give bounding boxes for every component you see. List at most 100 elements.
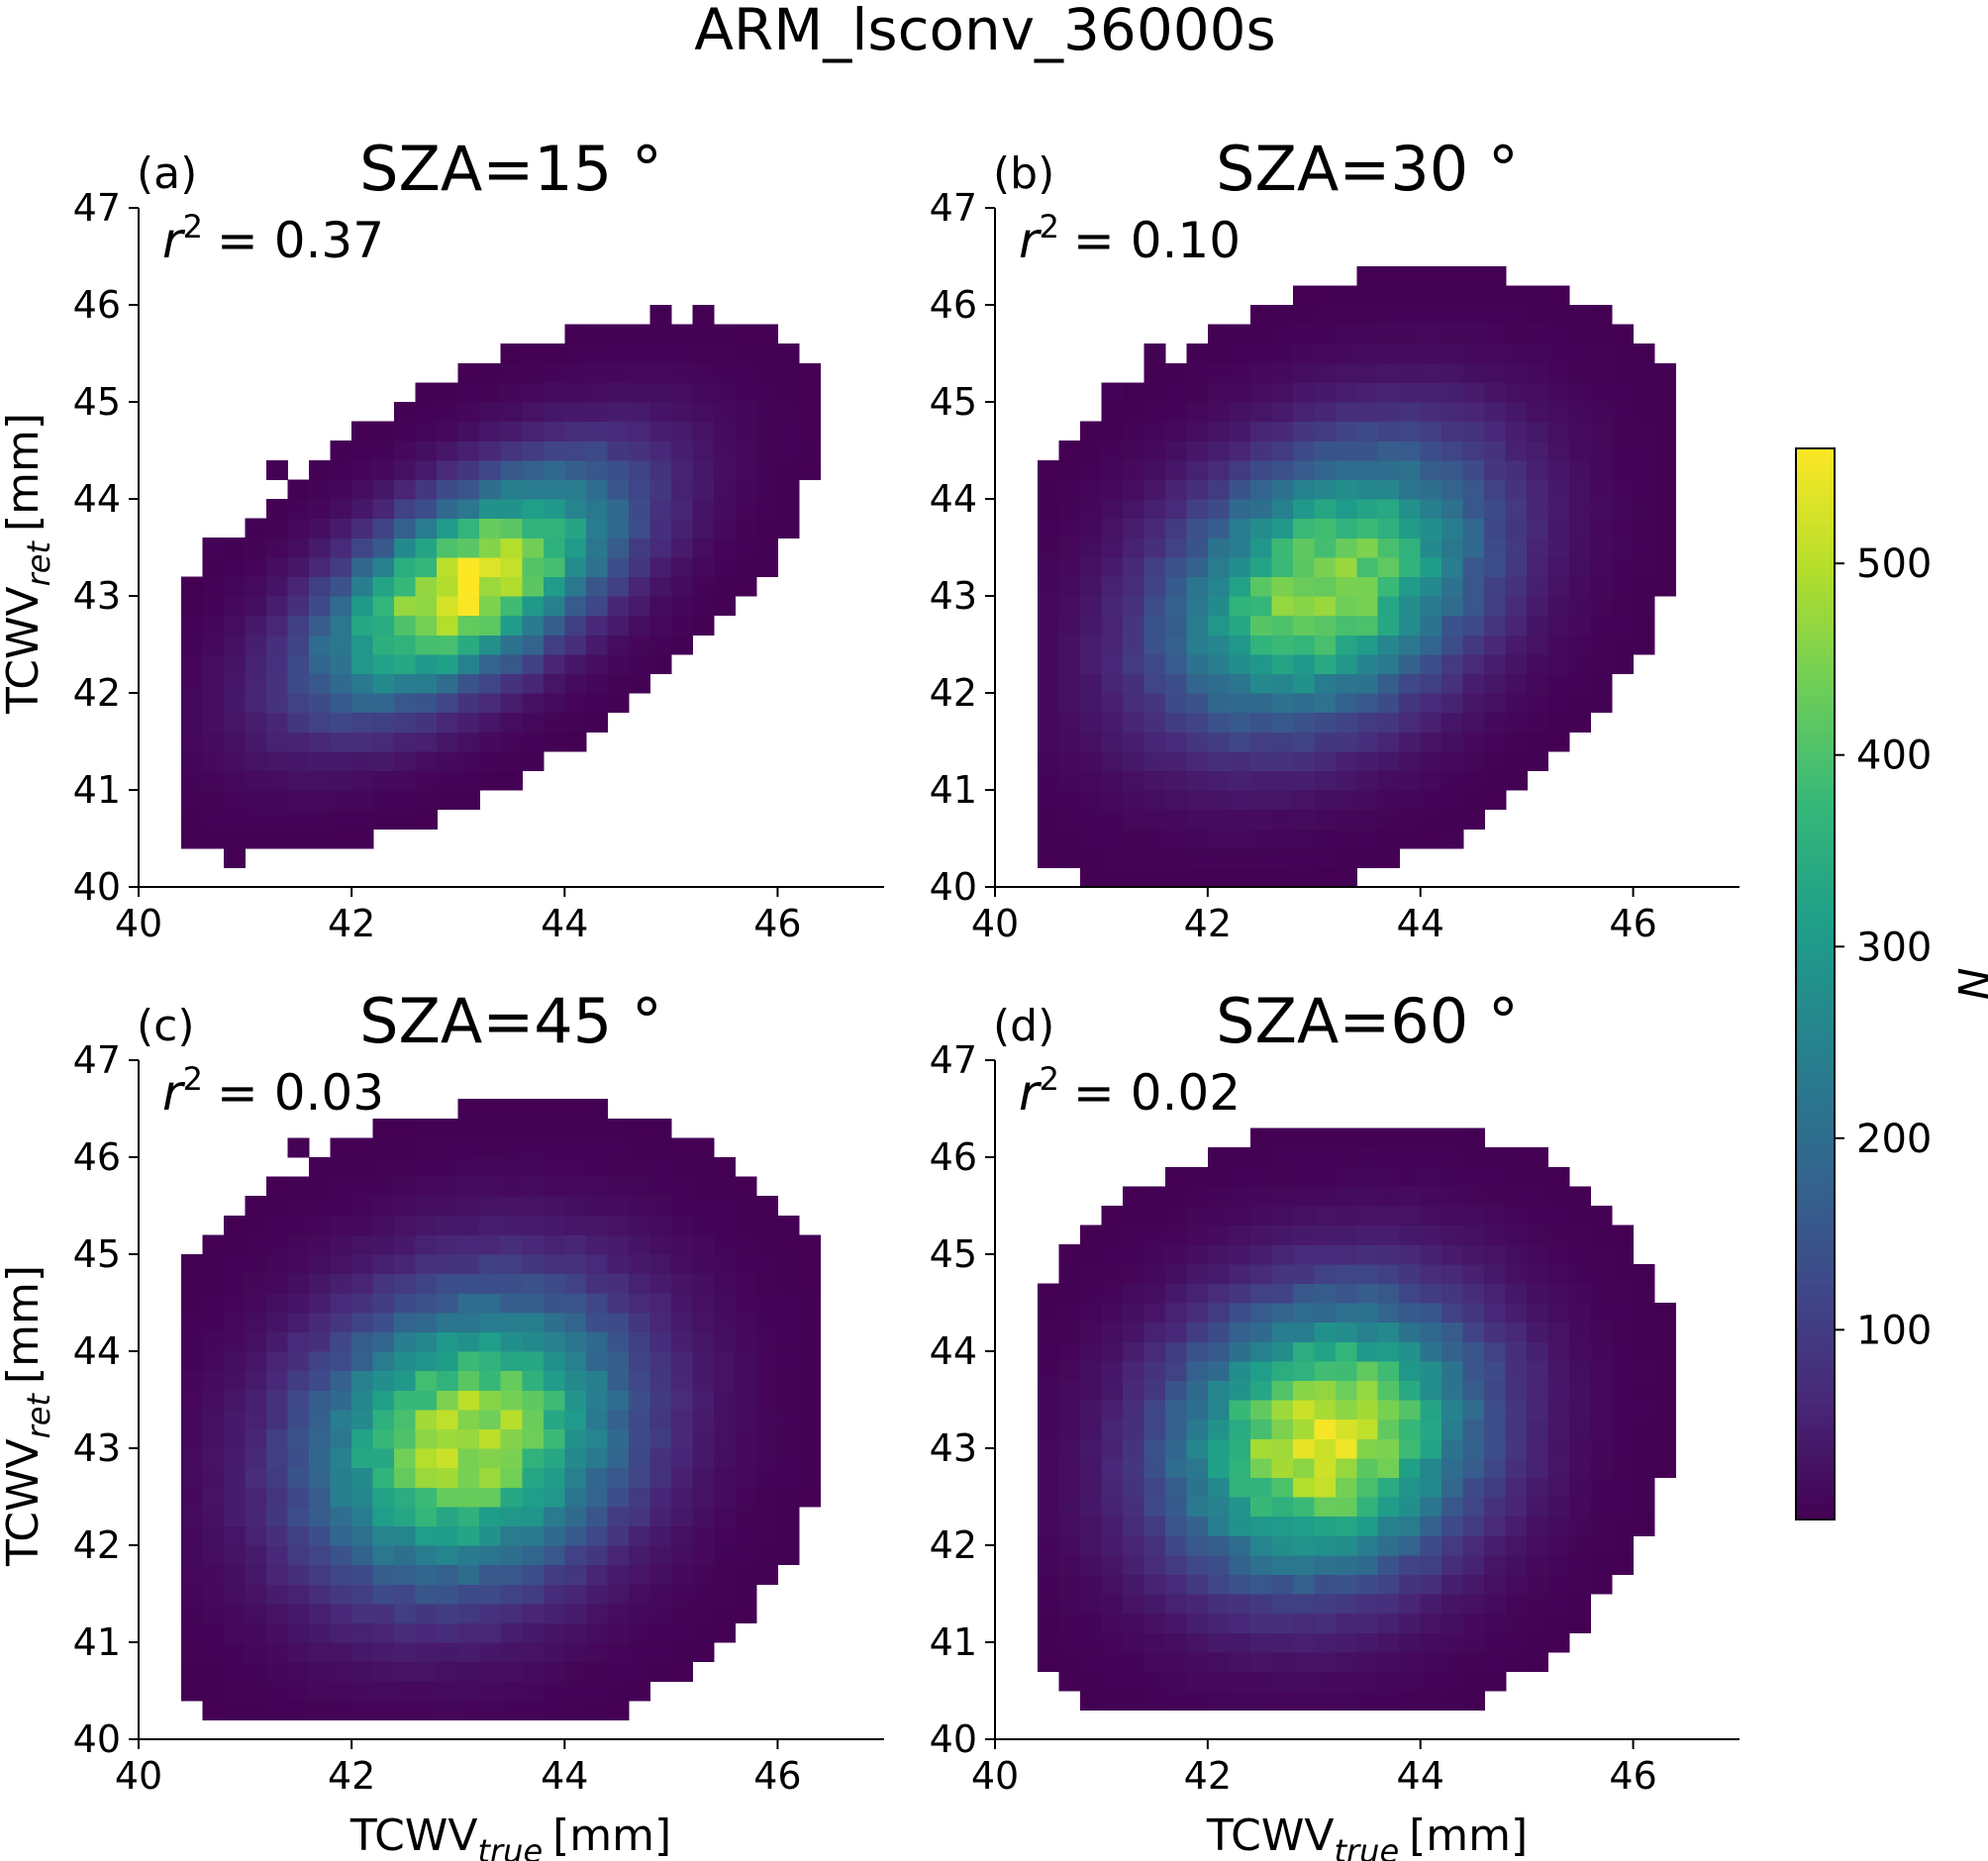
heatmap-cell (1143, 1224, 1166, 1245)
heatmap-cell (670, 596, 693, 617)
heatmap-cell (1186, 1477, 1209, 1498)
heatmap-cell (415, 538, 438, 558)
heatmap-cell (181, 1331, 204, 1352)
heatmap-cell (351, 1448, 374, 1469)
heatmap-cell (1569, 1322, 1592, 1342)
heatmap-cell (1420, 459, 1442, 480)
heatmap-cell (692, 556, 715, 577)
heatmap-cell (1569, 459, 1592, 480)
heatmap-cell (1164, 596, 1187, 617)
heatmap-cell (713, 499, 736, 520)
heatmap-cell (1101, 1477, 1124, 1498)
heatmap-cell (649, 459, 672, 480)
heatmap-cell (1420, 1516, 1442, 1536)
heatmap-cell (1569, 1438, 1592, 1459)
heatmap-cell (607, 1331, 630, 1352)
heatmap-cell (500, 653, 523, 674)
heatmap-cell (585, 615, 608, 636)
heatmap-cell (1037, 479, 1060, 500)
heatmap-cell (437, 1390, 459, 1411)
heatmap-cell (372, 421, 395, 441)
heatmap-cell (1462, 1322, 1485, 1342)
heatmap-cell (1377, 615, 1400, 636)
heatmap-cell (1292, 847, 1315, 868)
heatmap-cell (755, 556, 779, 577)
heatmap-cell (1314, 1691, 1337, 1712)
heatmap-cell (1101, 1263, 1124, 1284)
heatmap-cell (1037, 1303, 1060, 1323)
heatmap-cell (1505, 1224, 1528, 1245)
heatmap-cell (351, 693, 374, 714)
heatmap-cell (1249, 1438, 1272, 1459)
x-tick-label: 44 (1397, 1754, 1444, 1798)
heatmap-cell (245, 653, 267, 674)
heatmap-cell (649, 362, 672, 383)
heatmap-cell (1335, 1263, 1357, 1284)
heatmap-cell (649, 1157, 672, 1178)
heatmap-cell (1058, 1651, 1081, 1672)
heatmap-cell (1462, 479, 1485, 500)
heatmap-cell (564, 1545, 587, 1566)
heatmap-cell (1420, 441, 1442, 461)
heatmap-cell (1292, 809, 1315, 830)
heatmap-cell (755, 1234, 779, 1255)
heatmap-cell (1249, 615, 1272, 636)
heatmap-cell (692, 402, 715, 423)
heatmap-cell (1101, 635, 1124, 655)
heatmap-cell (1122, 1419, 1144, 1439)
heatmap-cell (1164, 1438, 1187, 1459)
heatmap-cell (1377, 305, 1400, 326)
heatmap-cell (1101, 673, 1124, 694)
heatmap-cell (181, 1390, 204, 1411)
heatmap-cell (457, 1487, 480, 1508)
heatmap-cell (1229, 1244, 1251, 1265)
heatmap-cell (1207, 1322, 1230, 1342)
heatmap-cell (457, 790, 480, 811)
heatmap-cell (1527, 382, 1549, 403)
heatmap-cell (522, 750, 545, 771)
y-tick-label: 42 (73, 1523, 121, 1567)
heatmap-cell (1420, 1691, 1442, 1712)
heatmap-cell (1462, 770, 1485, 791)
heatmap-cell (1377, 576, 1400, 597)
heatmap-cell (692, 1331, 715, 1352)
heatmap-cell (266, 1196, 289, 1217)
heatmap-cell (1505, 1613, 1528, 1633)
heatmap-cell (266, 1351, 289, 1372)
heatmap-cell (1207, 1303, 1230, 1323)
heatmap-cell (457, 1681, 480, 1702)
heatmap-cell (564, 1506, 587, 1526)
heatmap-cell (1505, 402, 1528, 423)
heatmap-cell (287, 499, 310, 520)
heatmap-cell (351, 1700, 374, 1720)
heatmap-cell (1314, 479, 1337, 500)
heatmap-cell (1249, 1497, 1272, 1518)
heatmap-cell (522, 1467, 545, 1488)
heatmap-cell (457, 1351, 480, 1372)
heatmap-cell (1569, 1400, 1592, 1420)
heatmap-cell (1207, 499, 1230, 520)
heatmap-cell (1292, 1360, 1315, 1381)
heatmap-cell (1292, 324, 1315, 344)
heatmap-cell (330, 1584, 352, 1605)
heatmap-cell (1058, 1497, 1081, 1518)
heatmap-cell (735, 1293, 757, 1314)
heatmap-cell (628, 1448, 650, 1469)
heatmap-cell (543, 1293, 565, 1314)
heatmap-cell (1271, 1632, 1294, 1653)
heatmap-cell (522, 1661, 545, 1682)
heatmap-cell (181, 653, 204, 674)
heatmap-cell (1420, 615, 1442, 636)
heatmap-cell (1612, 1457, 1635, 1478)
heatmap-cell (1377, 343, 1400, 364)
heatmap-cell (1505, 1341, 1528, 1362)
heatmap-cell (543, 1234, 565, 1255)
colorbar-tick-label: 400 (1856, 734, 1932, 779)
heatmap-cell (1292, 1438, 1315, 1459)
heatmap-cell (1462, 441, 1485, 461)
heatmap-cell (1229, 1613, 1251, 1633)
heatmap-cell (1527, 750, 1549, 771)
heatmap-cell (500, 1254, 523, 1275)
colorbar: 100200300400500N (1795, 447, 1988, 1520)
heatmap-cell (309, 615, 332, 636)
